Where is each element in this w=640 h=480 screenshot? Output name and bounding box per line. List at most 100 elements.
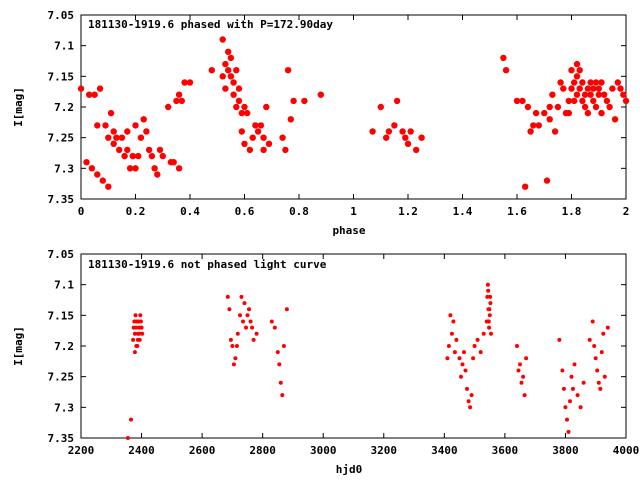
y-tick-label: 7.1 <box>54 40 74 53</box>
unphased-light-curve-panel: 2200 2400 2600 2800 3000 3200 3400 3600 3800 4000… <box>12 248 639 476</box>
data-point <box>584 85 592 92</box>
data-point <box>230 344 235 348</box>
data-point <box>186 79 194 86</box>
data-point <box>595 368 600 373</box>
data-point <box>554 103 562 111</box>
data-point <box>250 325 255 330</box>
data-point <box>561 386 566 391</box>
data-point <box>244 325 248 330</box>
data-point <box>513 97 521 105</box>
data-point <box>135 337 140 342</box>
data-point <box>622 97 630 105</box>
data-point <box>280 393 285 398</box>
x-tick-label: 2400 <box>128 444 155 457</box>
x-tick-label: 1 <box>350 205 357 218</box>
data-point <box>485 294 490 299</box>
data-point <box>486 288 491 293</box>
data-point <box>546 116 553 123</box>
data-point <box>83 159 90 166</box>
data-point <box>468 405 473 410</box>
data-point <box>557 337 562 342</box>
data-point <box>595 85 602 92</box>
data-point <box>592 344 597 348</box>
data-point <box>156 146 164 154</box>
data-point <box>535 122 542 129</box>
data-point <box>569 374 574 379</box>
data-point <box>551 128 559 135</box>
data-point <box>145 146 153 154</box>
x-tick-label: 0.6 <box>235 205 255 218</box>
data-point <box>260 134 267 141</box>
data-point <box>487 307 492 312</box>
data-point <box>99 177 107 184</box>
tick-marks <box>80 14 627 200</box>
data-point <box>241 319 245 324</box>
data-point <box>238 313 242 318</box>
x-tick-label: 1.2 <box>398 205 418 218</box>
data-point <box>584 109 592 117</box>
data-point <box>137 134 145 141</box>
data-point <box>488 294 493 299</box>
x-tick-label: 2600 <box>189 444 216 457</box>
data-point <box>502 67 510 74</box>
data-point <box>603 97 611 105</box>
data-point <box>228 337 233 342</box>
data-point <box>272 325 277 330</box>
data-point <box>475 337 480 342</box>
data-point <box>527 128 534 135</box>
data-point <box>227 307 232 312</box>
data-point <box>576 85 583 92</box>
data-point <box>170 159 177 166</box>
data-point <box>135 152 142 160</box>
data-point <box>605 325 610 330</box>
data-point <box>568 399 572 404</box>
y-tick-label: 7.2 <box>54 101 74 114</box>
data-point <box>524 356 529 361</box>
data-point <box>94 171 101 178</box>
data-point <box>230 91 237 98</box>
data-point <box>560 368 565 373</box>
y-tick-label: 7.05 <box>48 248 75 261</box>
y-axis-label: I[mag] <box>12 326 25 366</box>
x-tick-label: 2200 <box>68 444 95 457</box>
data-point <box>469 393 474 398</box>
data-point <box>454 337 459 342</box>
data-point <box>124 146 131 154</box>
data-point <box>399 128 406 135</box>
data-points <box>125 282 610 440</box>
data-point <box>233 103 240 111</box>
x-tick-label: 3000 <box>310 444 337 457</box>
data-point <box>260 146 267 154</box>
data-point <box>251 337 256 342</box>
data-point <box>265 140 273 147</box>
data-point <box>478 350 483 355</box>
data-point <box>181 79 188 86</box>
x-tick-label: 2 <box>623 205 630 218</box>
data-point <box>282 146 289 154</box>
data-point <box>543 177 551 184</box>
data-point <box>599 350 604 355</box>
data-point <box>281 344 286 348</box>
data-point <box>521 374 526 379</box>
data-point <box>560 85 567 92</box>
data-point <box>487 313 492 318</box>
data-point <box>235 97 243 105</box>
x-tick-label: 1.4 <box>453 205 473 218</box>
data-point <box>465 386 469 391</box>
data-point <box>301 97 308 105</box>
data-point <box>94 122 101 129</box>
x-tick-label: 1.8 <box>562 205 582 218</box>
data-point <box>413 146 420 154</box>
data-point <box>565 417 569 422</box>
data-point <box>407 128 414 135</box>
data-point <box>159 152 166 160</box>
data-point <box>611 116 619 123</box>
data-point <box>86 91 93 98</box>
data-point <box>592 103 600 111</box>
data-point <box>573 60 581 68</box>
data-point <box>238 128 245 135</box>
data-point <box>121 152 128 160</box>
data-point <box>225 48 232 55</box>
x-tick-labels: 2200 2400 2600 2800 3000 3200 3400 3600 3800 4000 <box>68 444 640 457</box>
data-point <box>563 405 568 410</box>
